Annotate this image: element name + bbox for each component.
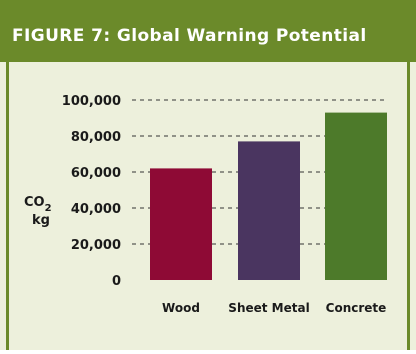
y-axis-unit: kg bbox=[32, 213, 50, 228]
category-label: Wood bbox=[162, 301, 200, 315]
figure-title: FIGURE 7: Global Warning Potential bbox=[12, 26, 367, 46]
bar-concrete bbox=[325, 112, 387, 280]
y-axis-label-sub: 2 bbox=[45, 203, 52, 214]
y-tick-label: 20,000 bbox=[71, 238, 121, 253]
bars bbox=[150, 112, 387, 280]
y-axis-label: CO2 bbox=[24, 195, 52, 214]
category-label: Sheet Metal bbox=[228, 301, 309, 315]
bottom-rule bbox=[0, 350, 416, 354]
bar-sheet-metal bbox=[238, 141, 300, 280]
y-tick-label: 40,000 bbox=[71, 202, 121, 217]
category-label: Concrete bbox=[326, 301, 387, 315]
category-labels: Wood Sheet Metal Concrete bbox=[162, 301, 386, 315]
y-tick-label: 60,000 bbox=[71, 166, 121, 181]
y-tick-label: 0 bbox=[112, 274, 121, 289]
y-tick-label: 80,000 bbox=[71, 130, 121, 145]
bar-wood bbox=[150, 168, 212, 280]
figure-header: FIGURE 7: Global Warning Potential bbox=[0, 0, 416, 62]
chart-frame bbox=[6, 62, 410, 350]
y-axis-label-main: CO bbox=[24, 195, 45, 210]
y-tick-labels: 0 20,000 40,000 60,000 80,000 100,000 bbox=[62, 94, 121, 289]
y-tick-label: 100,000 bbox=[62, 94, 121, 109]
